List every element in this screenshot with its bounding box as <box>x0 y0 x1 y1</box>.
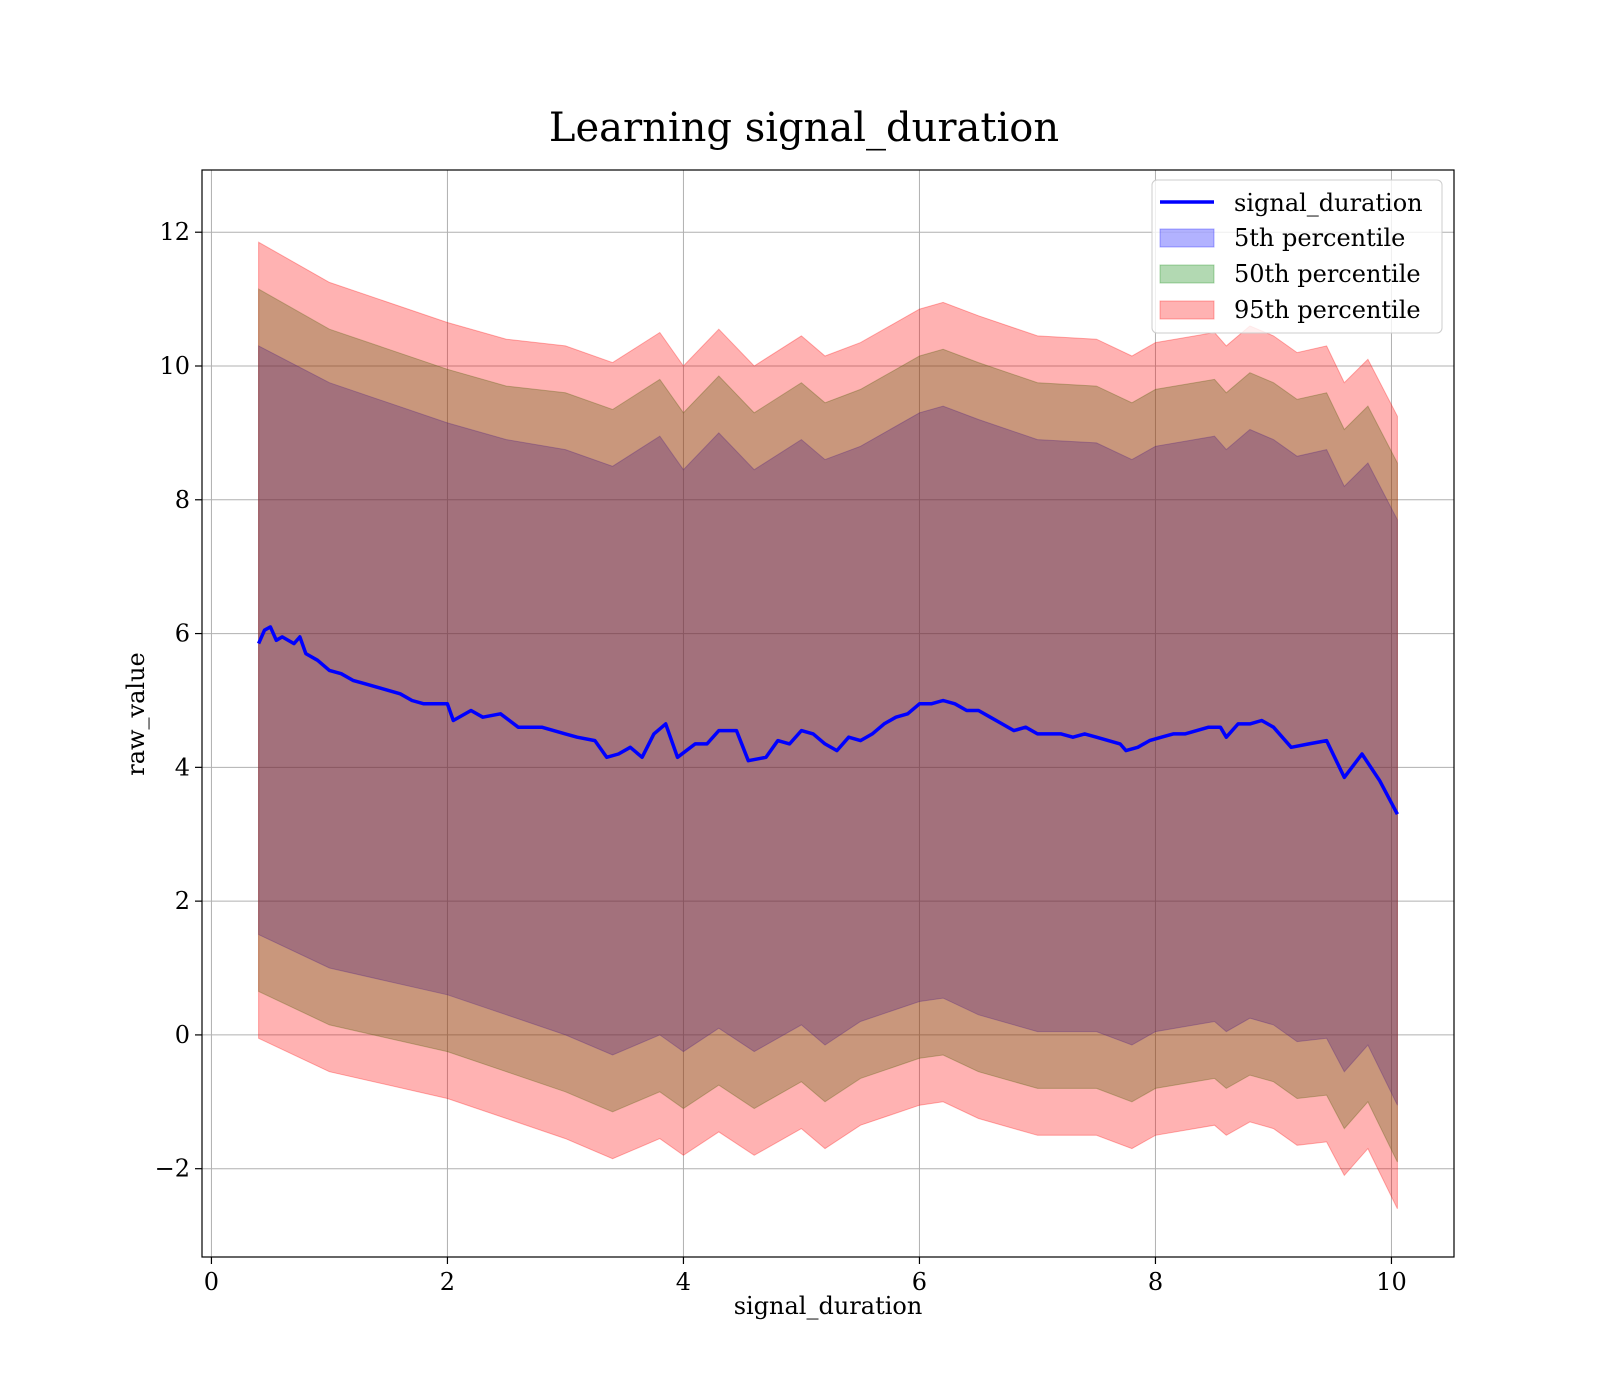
y-tick-label: 12 <box>159 218 190 246</box>
y-tick-label: 4 <box>175 753 190 781</box>
grid <box>202 170 1454 1257</box>
band-1 <box>258 288 1398 1163</box>
legend-swatch-5th <box>1159 228 1215 248</box>
x-tick-label: 6 <box>912 1268 927 1296</box>
legend-frame <box>1151 179 1443 334</box>
y-tick-label: 6 <box>175 620 190 648</box>
x-tick-label: 8 <box>1148 1268 1163 1296</box>
legend-label: 95th percentile <box>1234 296 1421 324</box>
x-axis-ticks: 0 2 4 6 8 10 <box>204 1257 1407 1296</box>
plot-frame <box>201 169 1455 1258</box>
legend-swatch-95th <box>1159 300 1215 320</box>
legend-label: 5th percentile <box>1234 224 1405 252</box>
y-axis-ticks: −2 0 2 4 6 8 10 12 <box>155 218 202 1183</box>
series-line-signal-duration <box>256 625 1399 816</box>
y-tick-label: −2 <box>155 1155 190 1183</box>
x-tick-label: 0 <box>204 1268 219 1296</box>
x-tick-label: 2 <box>440 1268 455 1296</box>
chart-title: Learning signal_duration <box>549 105 1059 151</box>
y-tick-label: 8 <box>175 486 190 514</box>
x-axis-label: signal_duration <box>734 1292 923 1320</box>
plot-background <box>202 170 1454 1257</box>
series-line-group <box>256 625 1399 816</box>
band-2 <box>258 241 1398 1210</box>
y-axis-label: raw_value <box>122 652 150 776</box>
x-tick-label: 4 <box>676 1268 691 1296</box>
x-tick-label: 10 <box>1376 1268 1407 1296</box>
y-tick-label: 0 <box>175 1021 190 1049</box>
legend-label: signal_duration <box>1234 189 1423 217</box>
y-tick-label: 2 <box>175 887 190 915</box>
legend-label: 50th percentile <box>1234 260 1421 288</box>
legend: signal_duration 5th percentile 50th perc… <box>1151 179 1443 334</box>
y-tick-label: 10 <box>159 352 190 380</box>
percentile-bands <box>258 241 1398 1210</box>
legend-swatch-50th <box>1159 264 1215 284</box>
band-0 <box>258 345 1398 1106</box>
